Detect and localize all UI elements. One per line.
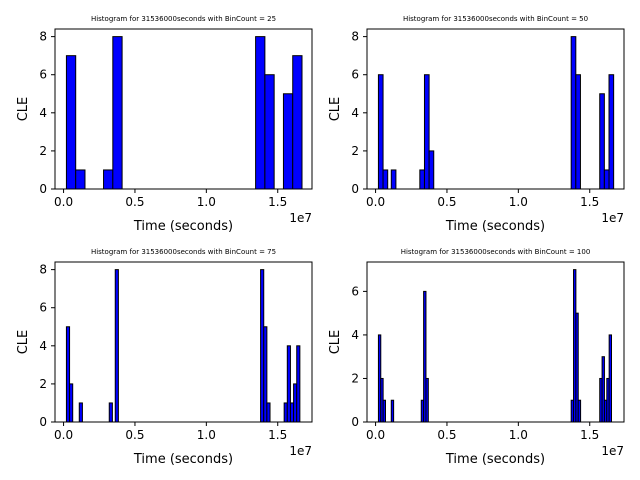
x-tick-label: 1.5 [580,195,599,209]
y-tick-label: 4 [39,106,47,120]
y-tick-label: 8 [351,30,359,44]
y-tick-label: 2 [351,144,359,158]
y-axis-label: CLE [16,330,31,355]
y-tick-label: 0 [351,182,359,196]
y-tick-label: 2 [39,377,47,391]
x-tick-label: 0.5 [437,428,456,442]
histogram-bar [103,169,114,190]
y-tick-label: 6 [351,284,359,298]
chart-title: Histogram for 31536000seconds with BinCo… [403,15,588,23]
histogram-bar [114,269,119,423]
histogram-bar [570,36,577,190]
histogram-bar [423,74,430,190]
histogram-bar [65,55,77,190]
histogram-bar [296,345,301,423]
x-axis-offset-label: 1e7 [289,211,312,225]
histogram-bar [75,169,86,190]
y-tick-label: 4 [39,339,47,353]
histogram-bar [428,150,435,190]
histogram-bar [108,402,113,423]
x-tick-label: 0.0 [54,428,73,442]
x-axis-label: Time (seconds) [133,452,233,467]
x-axis-offset-label: 1e7 [601,444,624,458]
y-tick-label: 4 [351,106,359,120]
histogram-bar [112,36,123,190]
y-tick-label: 8 [39,30,47,44]
chart-title: Histogram for 31536000seconds with BinCo… [91,15,276,23]
x-axis-offset-label: 1e7 [601,211,624,225]
histogram-bar [608,74,615,190]
chart-title: Histogram for 31536000seconds with BinCo… [401,248,591,256]
histogram-bar [419,169,425,190]
chart-title: Histogram for 31536000seconds with BinCo… [91,248,276,256]
x-tick-label: 0.0 [366,195,385,209]
x-tick-label: 1.5 [580,428,599,442]
x-tick-label: 1.0 [509,195,528,209]
x-tick-label: 1.0 [509,428,528,442]
y-tick-label: 6 [39,68,47,82]
x-tick-label: 0.5 [125,428,144,442]
y-tick-label: 8 [39,263,47,277]
histogram-bar [608,334,613,423]
y-tick-label: 6 [39,301,47,315]
histogram-bar [577,399,582,423]
histogram-bar [382,169,389,190]
histogram-bar [382,399,386,423]
y-tick-label: 0 [39,182,47,196]
histogram-bar [390,399,395,423]
plot-frame [366,261,625,423]
y-tick-label: 4 [351,328,359,342]
y-tick-label: 0 [351,415,359,429]
x-tick-label: 0.0 [366,428,385,442]
histogram-panel-1: Histogram for 31536000seconds with BinCo… [16,15,313,234]
x-tick-label: 0.0 [54,195,73,209]
y-tick-label: 6 [351,68,359,82]
x-axis-offset-label: 1e7 [289,444,312,458]
x-tick-label: 0.5 [437,195,456,209]
histogram-bar [603,169,610,190]
x-axis-label: Time (seconds) [133,219,233,234]
x-tick-label: 1.5 [268,195,287,209]
histogram-bar [69,383,74,423]
plot-frame [366,28,625,190]
plot-frame [54,261,313,423]
y-axis-label: CLE [328,330,343,355]
histogram-bar [255,36,266,190]
histogram-panel-2: Histogram for 31536000seconds with BinCo… [328,15,625,234]
histogram-bar [575,74,581,190]
y-axis-label: CLE [328,97,343,122]
histogram-bar [292,55,303,190]
histogram-panel-3: Histogram for 31536000seconds with BinCo… [16,248,313,467]
histogram-bar [282,93,294,190]
histogram-bar [390,169,397,190]
x-axis-label: Time (seconds) [445,452,545,467]
histogram-bar [377,74,384,190]
x-tick-label: 1.5 [268,428,287,442]
y-tick-label: 2 [39,144,47,158]
y-tick-label: 2 [351,371,359,385]
y-tick-label: 0 [39,415,47,429]
histogram-bar [264,74,275,190]
x-axis-label: Time (seconds) [445,219,545,234]
histogram-bar [599,93,605,190]
y-axis-label: CLE [16,97,31,122]
x-tick-label: 1.0 [197,428,216,442]
histogram-bar [78,402,83,423]
x-tick-label: 1.0 [197,195,216,209]
histogram-panel-4: Histogram for 31536000seconds with BinCo… [328,248,625,467]
histogram-bar [425,377,429,423]
x-tick-label: 0.5 [125,195,144,209]
plot-frame [54,28,313,190]
histogram-bar [266,402,271,423]
